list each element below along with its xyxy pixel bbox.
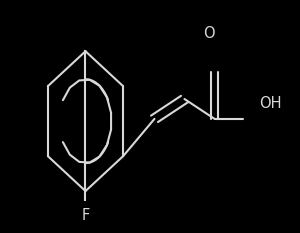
Text: F: F (81, 208, 90, 223)
Text: O: O (203, 26, 214, 41)
Text: OH: OH (260, 96, 282, 111)
